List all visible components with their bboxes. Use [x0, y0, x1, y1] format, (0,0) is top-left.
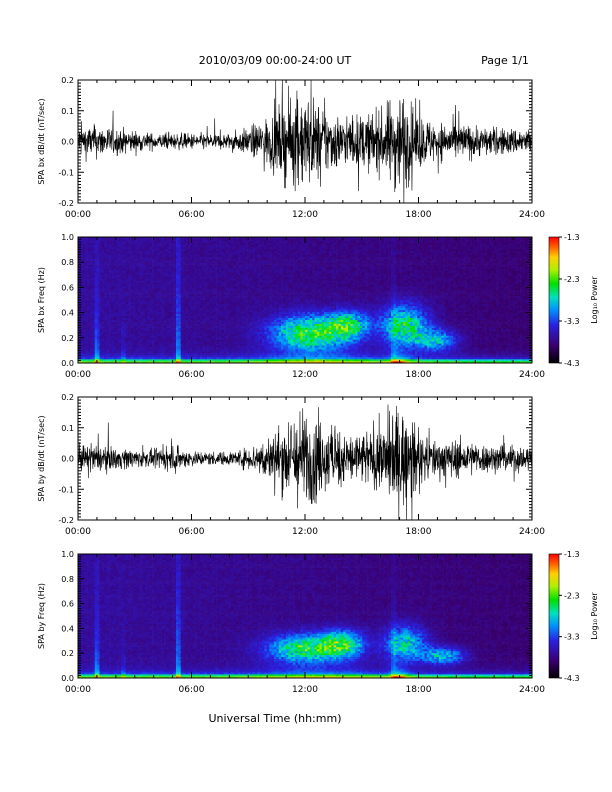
y-tick-label: 0.0	[61, 359, 74, 368]
spectrogram-cells	[78, 554, 532, 678]
x-tick-label: 18:00	[406, 527, 432, 537]
x-tick-label: 00:00	[65, 685, 91, 695]
y-tick-label: 1.0	[61, 233, 74, 242]
y-tick-label: 0.6	[61, 600, 74, 609]
colorbar-label: Log₁₀ Power	[590, 276, 599, 324]
spectrogram-cells	[78, 237, 532, 363]
y-tick-label: 0.0	[61, 138, 74, 147]
y-axis-label: SPA by dB/dt (nT/sec)	[37, 415, 46, 501]
x-tick-label: 00:00	[65, 210, 91, 220]
x-tick-label: 06:00	[179, 210, 205, 220]
y-tick-label: 0.8	[61, 258, 74, 267]
y-axis-label: SPA bx Freq (Hz)	[37, 267, 46, 333]
y-tick-label: 0.6	[61, 283, 74, 292]
colorbar-tick-label: -3.3	[564, 317, 580, 326]
colorbar-tick-label: -1.3	[564, 550, 580, 559]
x-axis-label: Universal Time (hh:mm)	[209, 712, 342, 725]
x-tick-label: 24:00	[519, 685, 545, 695]
y-tick-label: 1.0	[61, 550, 74, 559]
x-tick-label: 00:00	[65, 527, 91, 537]
colorbar-tick-label: -3.3	[564, 633, 580, 642]
x-tick-label: 18:00	[406, 210, 432, 220]
y-axis-label: SPA by Freq (Hz)	[37, 583, 46, 649]
y-tick-label: 0.0	[61, 674, 74, 683]
x-tick-label: 24:00	[519, 370, 545, 380]
x-tick-label: 06:00	[179, 370, 205, 380]
colorbar: -1.3 -2.3 -3.3 -4.3 Log₁₀ Power	[549, 233, 599, 368]
x-tick-label: 18:00	[406, 370, 432, 380]
y-tick-label: -0.1	[58, 485, 74, 494]
y-tick-label: 0.0	[61, 455, 74, 464]
y-tick-label: 0.2	[61, 76, 74, 85]
y-tick-label: 0.2	[61, 393, 74, 402]
page-title: 2010/03/09 00:00-24:00 UT	[199, 54, 352, 67]
y-tick-label: 0.2	[61, 334, 74, 343]
colorbar-tick-label: -4.3	[564, 359, 580, 368]
x-tick-label: 12:00	[292, 527, 318, 537]
y-tick-label: -0.1	[58, 168, 74, 177]
y-tick-label: 0.8	[61, 575, 74, 584]
x-tick-label: 06:00	[179, 685, 205, 695]
x-tick-label: 12:00	[292, 685, 318, 695]
x-tick-label: 24:00	[519, 527, 545, 537]
y-tick-label: 0.1	[61, 424, 74, 433]
y-tick-label: -0.2	[58, 516, 74, 525]
y-tick-label: 0.4	[61, 309, 74, 318]
colorbar-scale	[549, 554, 559, 678]
x-tick-label: 06:00	[179, 527, 205, 537]
x-tick-label: 12:00	[292, 370, 318, 380]
x-tick-label: 18:00	[406, 685, 432, 695]
x-tick-label: 24:00	[519, 210, 545, 220]
y-axis-label: SPA bx dB/dt (nT/sec)	[37, 98, 46, 184]
colorbar-scale	[549, 237, 559, 363]
waveform-trace	[78, 80, 532, 203]
colorbar-tick-label: -1.3	[564, 233, 580, 242]
y-tick-label: 0.1	[61, 107, 74, 116]
y-tick-label: 0.2	[61, 649, 74, 658]
waveform-trace	[78, 405, 532, 520]
colorbar-tick-label: -2.3	[564, 591, 580, 600]
y-tick-label: -0.2	[58, 199, 74, 208]
y-tick-label: 0.4	[61, 624, 74, 633]
colorbar-label: Log₁₀ Power	[590, 592, 599, 640]
colorbar-tick-label: -4.3	[564, 674, 580, 683]
x-tick-label: 12:00	[292, 210, 318, 220]
page-number: Page 1/1	[481, 54, 529, 67]
colorbar-tick-label: -2.3	[564, 275, 580, 284]
x-tick-label: 00:00	[65, 370, 91, 380]
colorbar: -1.3 -2.3 -3.3 -4.3 Log₁₀ Power	[549, 550, 599, 683]
